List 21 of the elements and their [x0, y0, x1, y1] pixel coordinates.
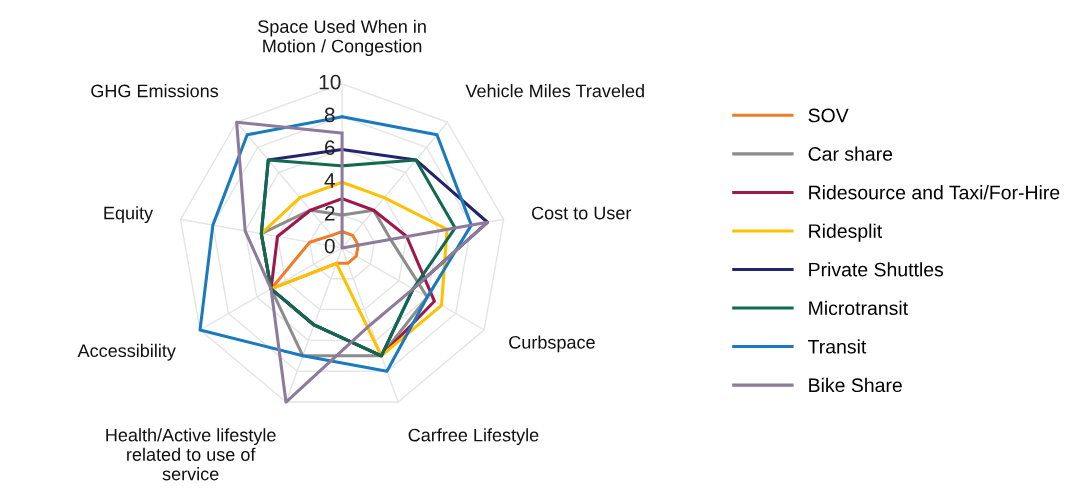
legend-label: SOV: [808, 108, 849, 123]
legend-label: Bike Share: [809, 377, 902, 393]
spoke-label: Curbspace: [509, 335, 595, 353]
spoke-label: GHG Emissions: [91, 84, 219, 98]
spoke-label: Accessibility: [77, 343, 176, 361]
y-tick-label: 4: [324, 173, 335, 188]
legend-label: Microtransit: [809, 300, 908, 316]
spoke-label: Space Used When in Motion / Congestion: [258, 19, 426, 56]
legend-label: Ridesource and Taxi/For-Hire: [809, 185, 1060, 200]
legend-label: Private Shuttles: [809, 262, 944, 277]
spoke-label: Health/Active lifestyle related to use of service: [106, 428, 276, 481]
y-tick-label: 0: [324, 238, 335, 254]
spoke-label: Cost to User: [531, 206, 632, 220]
legend-label: Ridesplit: [809, 223, 883, 242]
legend-label: Car share: [808, 146, 893, 161]
spoke-label: Carfree Lifestyle: [408, 428, 539, 446]
legend-label: Transit: [808, 339, 867, 354]
y-tick-label: 10: [319, 74, 341, 90]
spoke-label: Vehicle Miles Traveled: [465, 84, 644, 98]
y-tick-label: 2: [325, 205, 335, 221]
spoke-label: Equity: [104, 206, 154, 223]
